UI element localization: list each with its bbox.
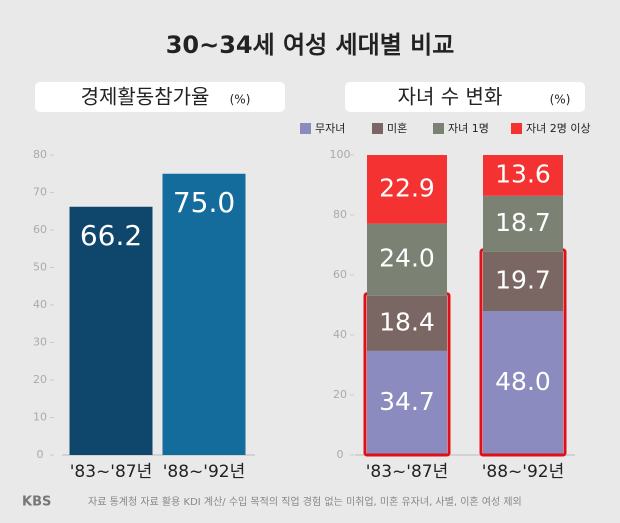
legend-label: 미혼: [387, 122, 407, 135]
y-tick-label: 0: [337, 448, 344, 461]
y-tick-label: 10: [33, 411, 47, 424]
legend-label: 자녀 2명 이상: [526, 122, 591, 135]
legend-swatch: [433, 123, 444, 134]
y-tick-label: 50: [33, 261, 47, 274]
x-tick-label: '83~'87년: [366, 462, 449, 482]
subtitle-box: [35, 82, 285, 112]
bar-segment: [367, 223, 447, 296]
legend-swatch: [300, 123, 311, 134]
y-tick-label: 20: [33, 373, 47, 386]
bar-segment: [367, 155, 447, 224]
legend-swatch: [511, 123, 522, 134]
page-title: 30~34세 여성 세대별 비교: [166, 31, 455, 59]
bar-segment: [483, 251, 563, 311]
y-tick-label: 20: [333, 388, 347, 401]
source-note: 자료 통계청 자료 활용 KDI 계산/ 수입 목적의 직업 경험 없는 미취업…: [88, 495, 522, 508]
y-tick-label: 80: [33, 148, 47, 161]
value-label: 66.2: [80, 219, 142, 252]
y-tick-label: 80: [333, 208, 347, 221]
y-tick-label: 0: [37, 448, 44, 461]
x-tick-label: '88~'92년: [163, 462, 246, 482]
bar-segment: [483, 155, 563, 196]
bar-segment: [367, 350, 447, 455]
value-label: 75.0: [173, 186, 235, 219]
unit: (%): [230, 93, 251, 107]
value-label: 18.4: [379, 307, 435, 336]
logo: KBS: [22, 495, 51, 510]
x-tick-label: '88~'92년: [482, 462, 565, 482]
subtitle-box: [345, 82, 585, 112]
y-tick-label: 40: [33, 298, 47, 311]
y-tick-label: 40: [333, 328, 347, 341]
legend-swatch: [372, 123, 383, 134]
bar-segment: [483, 195, 563, 252]
legend-label: 자녀 1명: [448, 122, 489, 135]
y-tick-label: 30: [33, 336, 47, 349]
value-label: 48.0: [495, 367, 551, 396]
x-tick-label: '83~'87년: [70, 462, 153, 482]
bar: [69, 206, 153, 455]
y-tick-label: 100: [330, 148, 351, 161]
value-label: 22.9: [379, 173, 435, 202]
unit: (%): [550, 93, 571, 107]
value-label: 18.7: [495, 208, 551, 237]
value-label: 13.6: [495, 159, 551, 188]
bar-segment: [367, 295, 447, 351]
y-tick-label: 60: [33, 223, 47, 236]
value-label: 34.7: [379, 387, 435, 416]
value-label: 19.7: [495, 265, 551, 294]
legend-label: 무자녀: [315, 122, 345, 135]
value-label: 24.0: [379, 244, 435, 273]
bar: [162, 173, 246, 455]
bar-segment: [483, 311, 563, 455]
chart-title: 경제활동참가율: [81, 85, 210, 109]
y-tick-label: 70: [33, 186, 47, 199]
chart-title: 자녀 수 변화: [398, 85, 503, 109]
y-tick-label: 60: [333, 268, 347, 281]
